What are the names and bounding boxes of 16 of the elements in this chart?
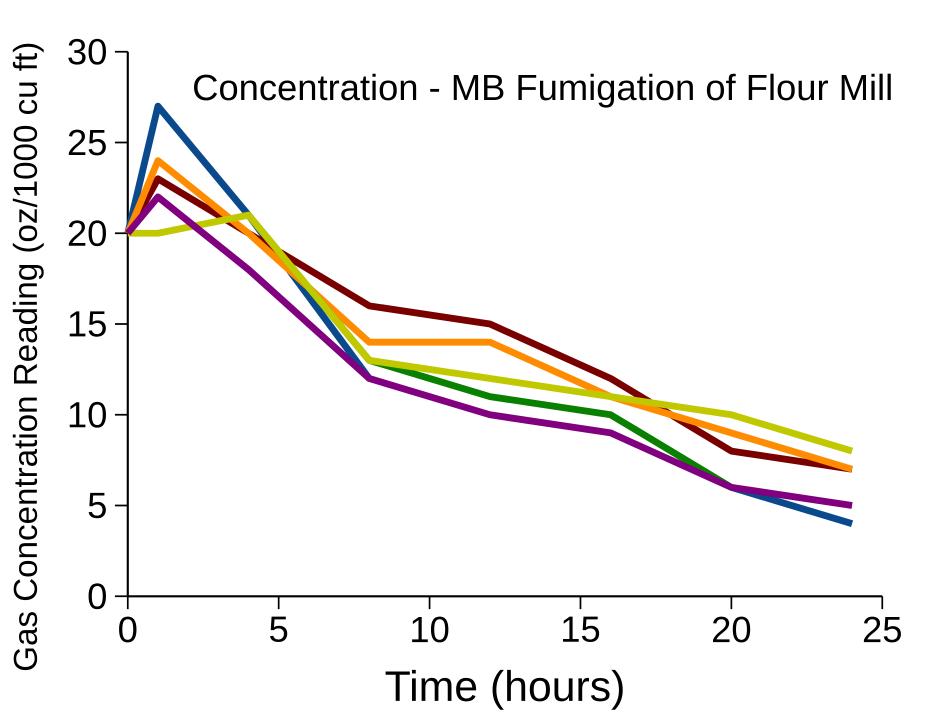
text: Concentration - MB Fumigation of Flour Mill	[194, 74, 891, 108]
y-tick-label: 25	[68, 130, 106, 156]
y-axis-title: Gas Concentration Reading (oz/1000 cu ft)	[12, 44, 44, 670]
y-tick-label: 0	[88, 583, 106, 610]
y-tick-label: 15	[70, 311, 106, 337]
x-tick-label: 25	[864, 616, 901, 642]
y-tick-label: 10	[70, 402, 106, 428]
x-tick-label: 10	[412, 616, 448, 642]
x-axis-title: Time (hours)	[386, 670, 623, 710]
x-tick-label: 20	[713, 616, 750, 642]
y-tick-label: 5	[88, 492, 106, 518]
x-tick-label: 5	[270, 616, 288, 642]
x-tick-label: 0	[119, 616, 136, 642]
y-tick-label: 20	[68, 220, 106, 246]
x-tick-label: 15	[563, 616, 600, 642]
y-tick-label: 30	[68, 38, 106, 65]
